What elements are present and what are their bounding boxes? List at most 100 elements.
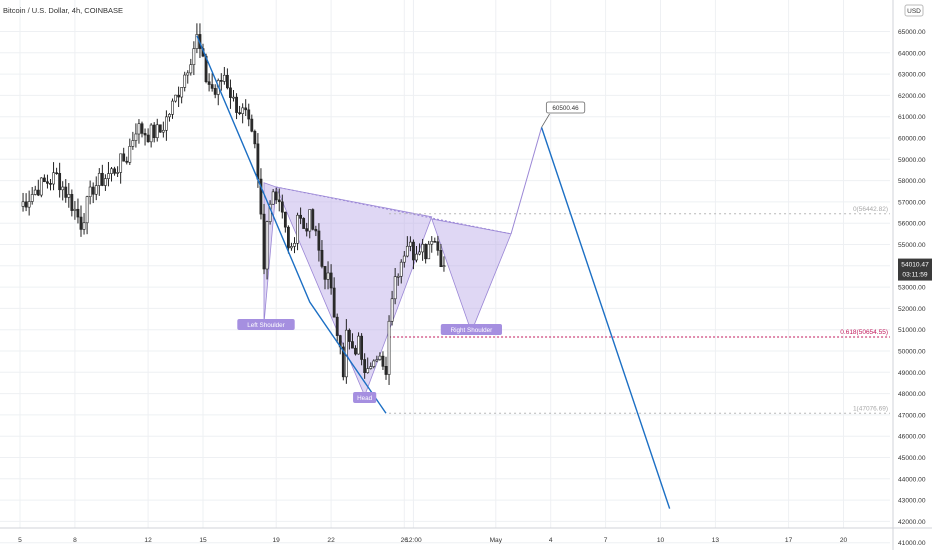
price-tick-label: 49000.00	[898, 370, 926, 377]
price-tick-label: 53000.00	[898, 285, 926, 292]
price-tick-label: 59000.00	[898, 157, 926, 164]
candle-body	[320, 249, 324, 267]
price-tick-label: 43000.00	[898, 498, 926, 505]
candle-body	[354, 347, 357, 355]
candle-body	[265, 221, 269, 270]
candle-body	[189, 64, 193, 74]
candle-body	[366, 368, 370, 373]
fib-0-label: 0(56442.82)	[853, 206, 888, 213]
candle-body	[155, 124, 159, 138]
candle-body	[271, 191, 275, 205]
candle-body	[253, 130, 257, 145]
candle-body	[314, 229, 318, 232]
price-tick-label: 61000.00	[898, 114, 926, 121]
candle-body	[427, 243, 431, 260]
candle-body	[296, 214, 299, 244]
candle-body	[396, 275, 400, 278]
candle-body	[372, 360, 376, 367]
candle-body	[418, 251, 421, 255]
countdown-label: 03:11:59	[902, 272, 928, 279]
candle-body	[302, 218, 306, 229]
candle-body	[335, 316, 339, 336]
candle-body	[405, 245, 409, 257]
candle-body	[119, 153, 123, 173]
candle-body	[70, 194, 74, 211]
right-shoulder-label: Right Shoulder	[451, 327, 493, 334]
candle-body	[290, 246, 293, 249]
price-tick-label: 56000.00	[898, 221, 926, 228]
candle-body	[268, 203, 272, 222]
right-shoulder-shape	[431, 218, 512, 333]
candle-body	[341, 346, 345, 378]
candle-body	[42, 177, 46, 183]
candle-body	[378, 355, 382, 360]
candle-body	[174, 94, 177, 102]
candle-body	[131, 140, 135, 147]
time-tick-label: 13	[712, 537, 720, 544]
time-tick-label: 22	[327, 537, 335, 544]
price-tick-label: 46000.00	[898, 434, 926, 441]
candle-body	[219, 80, 223, 82]
head-label: Head	[357, 395, 373, 402]
price-tick-label: 42000.00	[898, 519, 926, 526]
candle-body	[100, 172, 104, 186]
candle-body	[104, 178, 107, 186]
price-axis[interactable]: 41000.00 42000.00 43000.00 44000.00 45000.00…	[892, 0, 932, 550]
currency-box	[904, 4, 924, 17]
candle-body	[82, 222, 86, 230]
left-shoulder-label-box	[237, 319, 295, 330]
candle-body	[143, 133, 147, 136]
candle-body	[210, 84, 214, 89]
candle-body	[168, 114, 171, 118]
candle-body	[332, 287, 336, 318]
grid	[0, 0, 890, 544]
candle-body	[375, 359, 379, 362]
time-tick-label: 4	[549, 537, 553, 544]
time-tick-label: 8	[73, 537, 77, 544]
candle-body	[232, 96, 235, 99]
candle-body	[97, 172, 101, 186]
candle-body	[122, 153, 126, 162]
candle-body	[244, 107, 248, 111]
candle-body	[110, 168, 113, 174]
candle-body	[317, 230, 321, 251]
candle-body	[116, 172, 120, 174]
price-tick-label: 57000.00	[898, 199, 926, 206]
candle-body	[250, 118, 254, 132]
candle-body	[384, 366, 388, 375]
candle-body	[85, 196, 89, 224]
candle-body	[262, 213, 266, 270]
candle-body	[207, 81, 211, 85]
target-pointer	[541, 113, 550, 128]
candle-body	[149, 124, 153, 143]
candle-body	[399, 261, 403, 277]
time-tick-label: 10	[657, 537, 665, 544]
candle-body	[277, 199, 281, 203]
candle-body	[387, 320, 391, 375]
candle-body	[36, 189, 40, 196]
candle-body	[161, 129, 165, 133]
target-label: 60500.46	[552, 105, 579, 112]
candle-body	[107, 173, 110, 179]
candle-body	[286, 226, 290, 249]
price-tick-label: 47000.00	[898, 412, 926, 419]
last-price-label: 54010.47	[901, 262, 929, 269]
candle-body	[439, 250, 443, 268]
candle-body	[415, 253, 418, 261]
candle-body	[229, 87, 232, 98]
price-tick-label: 50000.00	[898, 349, 926, 356]
last-price-box	[898, 258, 932, 281]
candle-body	[64, 186, 68, 198]
price-tick-label: 45000.00	[898, 455, 926, 462]
left-shoulder-label: Left Shoulder	[247, 322, 284, 329]
candle-body	[21, 201, 25, 207]
time-tick-label: 5	[18, 537, 22, 544]
head-label-box	[353, 392, 377, 403]
price-tick-label: 62000.00	[898, 93, 926, 100]
candle-body	[442, 265, 446, 268]
candle-body	[393, 276, 397, 300]
candle-body	[113, 168, 116, 174]
